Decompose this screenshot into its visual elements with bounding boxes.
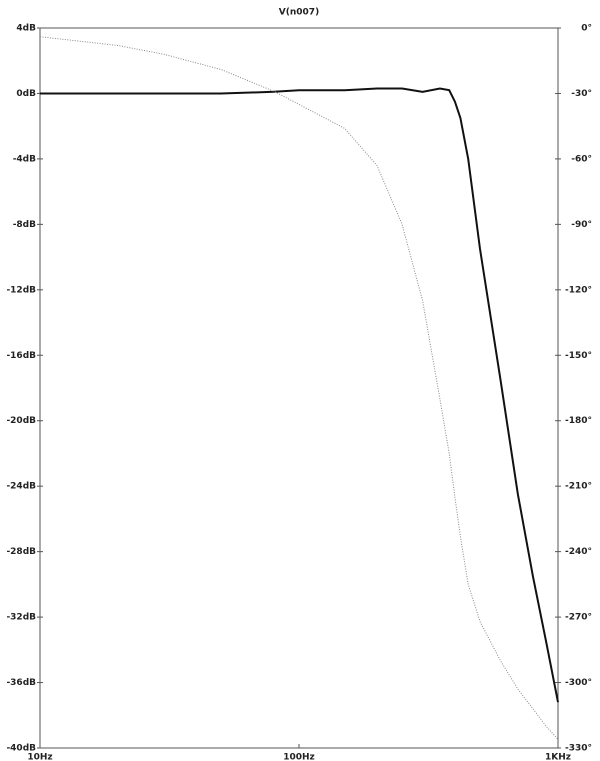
y-tick-label: -36dB — [6, 678, 36, 688]
y-tick-label: -32dB — [6, 613, 36, 623]
y2-tick-label: -60° — [571, 154, 592, 164]
y2-tick-label: -90° — [571, 220, 592, 230]
y-tick-label: 0dB — [16, 89, 36, 99]
y-tick-label: -12dB — [6, 285, 36, 295]
y-tick-label: -8dB — [13, 220, 36, 230]
x-tick-label: 100Hz — [283, 753, 315, 761]
y2-tick-label: -270° — [565, 613, 592, 623]
y2-tick-label: -150° — [565, 351, 592, 361]
y-tick-label: -40dB — [6, 744, 36, 754]
y-tick-label: -16dB — [6, 351, 36, 361]
chart-title: V(n007) — [279, 8, 319, 18]
y2-tick-label: -120° — [565, 285, 592, 295]
y-tick-label: 4dB — [16, 24, 36, 34]
y-tick-label: -4dB — [13, 154, 36, 164]
y2-tick-label: -300° — [565, 678, 592, 688]
y2-tick-label: -30° — [571, 89, 592, 99]
y2-tick-label: -240° — [565, 547, 592, 557]
series-line — [39, 36, 559, 740]
x-tick-label: 10Hz — [27, 753, 52, 761]
y2-tick-label: 0° — [581, 24, 592, 34]
y2-tick-label: -210° — [565, 482, 592, 492]
series-line — [40, 87, 559, 703]
y2-tick-label: -330° — [565, 744, 592, 754]
y-tick-label: -28dB — [6, 547, 36, 557]
y-tick-label: -20dB — [6, 416, 36, 426]
y2-tick-label: -180° — [565, 416, 592, 426]
y-tick-label: -24dB — [6, 482, 36, 492]
x-tick-label: 1KHz — [545, 753, 571, 761]
plot-frame — [39, 27, 559, 749]
